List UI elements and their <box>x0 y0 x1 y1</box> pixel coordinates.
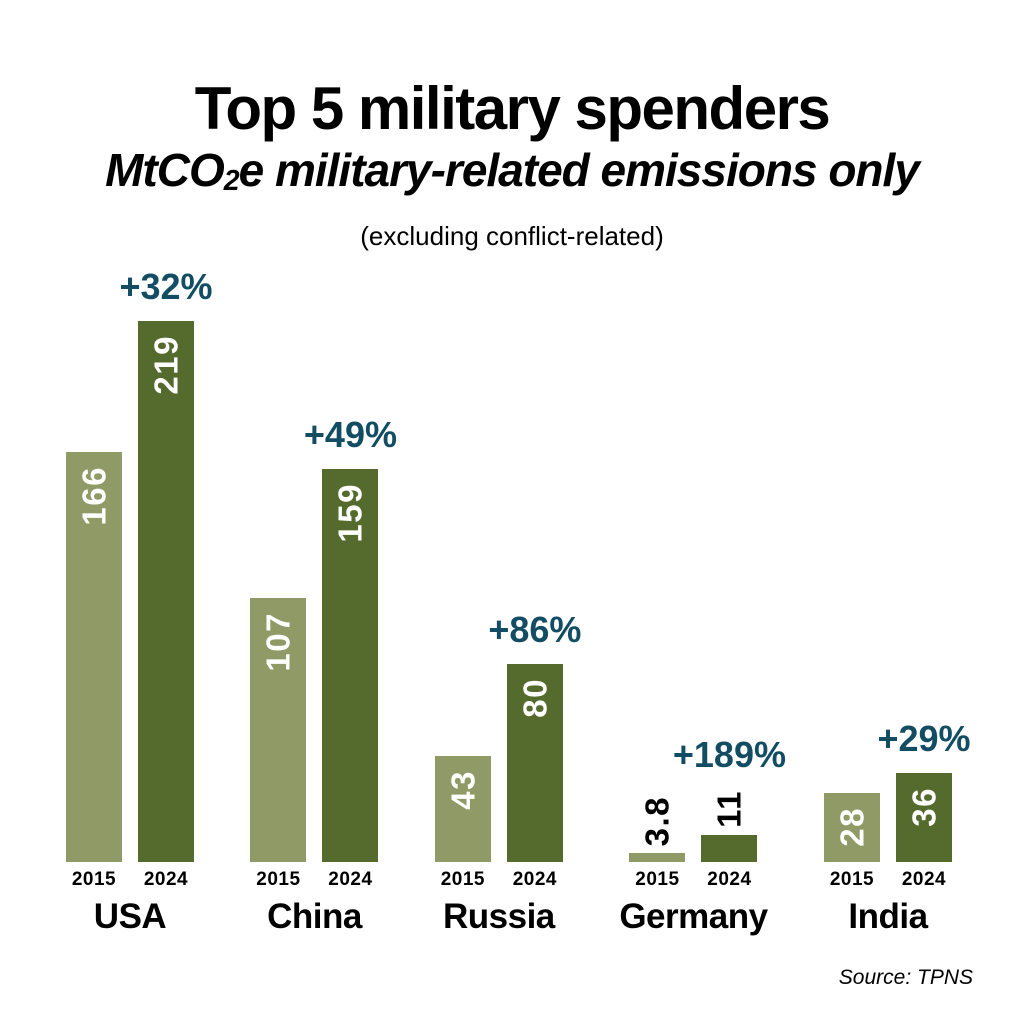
bar-2015-india: 28 <box>824 793 880 862</box>
bar-2024-china: 159 +49% <box>304 417 397 862</box>
bar-pair: 28 36 +29% <box>824 721 971 862</box>
year-label-2015: 2015 <box>635 869 680 890</box>
bar-pair: 107 159 +49% <box>250 417 397 862</box>
year-label-2015: 2015 <box>440 869 486 890</box>
chart-note: (excluding conflict-related) <box>360 220 664 251</box>
change-label-india: +29% <box>877 718 971 759</box>
year-labels: 2015 2024 <box>66 869 194 891</box>
source-credit: Source: TPNS <box>838 966 973 989</box>
chart-header: Top 5 military spenders MtCO2e military-… <box>0 78 1024 251</box>
bar-pair: 166 219 +32% <box>66 269 213 862</box>
country-group-usa: 166 219 +32% 2015 2024 USA <box>66 269 213 938</box>
bar-pair: 43 80 +86% <box>434 612 581 862</box>
year-labels: 2015 2024 <box>435 869 563 891</box>
year-label-2024: 2024 <box>328 869 373 890</box>
subtitle-suffix: e military-related emissions only <box>238 144 920 196</box>
value-label-2024-china: 159 <box>331 483 369 543</box>
year-labels: 2015 2024 <box>250 869 378 891</box>
year-labels: 2015 2024 <box>824 869 952 891</box>
country-label-russia: Russia <box>442 897 555 936</box>
bar-chart: 166 219 +32% 2015 2024 USA 107 159 +49% 2015 2024 C… <box>66 0 971 938</box>
chart-title: Top 5 military spenders <box>194 75 831 142</box>
bar-2015-germany: 3.8 <box>629 796 686 862</box>
value-label-2024-usa: 219 <box>147 335 185 395</box>
bar-2024-russia: 80 +86% <box>488 612 581 862</box>
country-group-russia: 43 80 +86% 2015 2024 Russia <box>434 612 581 938</box>
country-label-germany: Germany <box>619 897 768 936</box>
bar-2015-russia: 43 <box>434 756 491 862</box>
value-label-2015-germany: 3.8 <box>638 795 676 846</box>
value-label-2024-germany: 11 <box>710 790 748 828</box>
bar-2024-india: 36 +29% <box>877 721 971 862</box>
subtitle-subscript: 2 <box>223 164 240 197</box>
change-label-usa: +32% <box>119 266 213 307</box>
change-label-russia: +86% <box>488 609 582 650</box>
bar-2015-china: 107 <box>250 598 307 862</box>
subtitle-prefix: MtCO <box>105 144 225 196</box>
bar-2024-germany: 11 +189% <box>673 737 786 862</box>
chart-subtitle: MtCO2e military-related emissions only <box>0 145 1024 206</box>
bar-pair: 3.8 11 +189% <box>629 737 786 862</box>
bar-2015-usa: 166 <box>66 452 122 862</box>
country-label-india: India <box>848 897 928 936</box>
country-label-usa: USA <box>93 897 167 936</box>
year-label-2015: 2015 <box>71 869 117 890</box>
country-group-china: 107 159 +49% 2015 2024 China <box>250 417 397 938</box>
year-label-2015: 2015 <box>256 869 301 890</box>
year-label-2024: 2024 <box>512 869 558 890</box>
change-label-china: +49% <box>303 414 397 455</box>
change-label-germany: +189% <box>672 734 786 775</box>
year-label-2024: 2024 <box>901 869 947 890</box>
year-label-2024: 2024 <box>707 869 752 890</box>
value-label-2024-india: 36 <box>905 787 943 827</box>
bar-2024-usa: 219 +32% <box>119 269 213 862</box>
value-label-2015-india: 28 <box>833 807 871 847</box>
value-label-2015-china: 107 <box>259 612 297 672</box>
country-label-china: China <box>267 897 362 936</box>
year-label-2024: 2024 <box>143 869 189 890</box>
value-label-2015-usa: 166 <box>75 466 113 526</box>
country-group-india: 28 36 +29% 2015 2024 India <box>824 721 971 938</box>
year-labels: 2015 2024 <box>629 869 757 891</box>
value-label-2024-russia: 80 <box>516 678 554 718</box>
value-label-2015-russia: 43 <box>444 770 482 810</box>
country-group-germany: 3.8 11 +189% 2015 2024 Germany <box>619 737 786 938</box>
year-label-2015: 2015 <box>829 869 875 890</box>
